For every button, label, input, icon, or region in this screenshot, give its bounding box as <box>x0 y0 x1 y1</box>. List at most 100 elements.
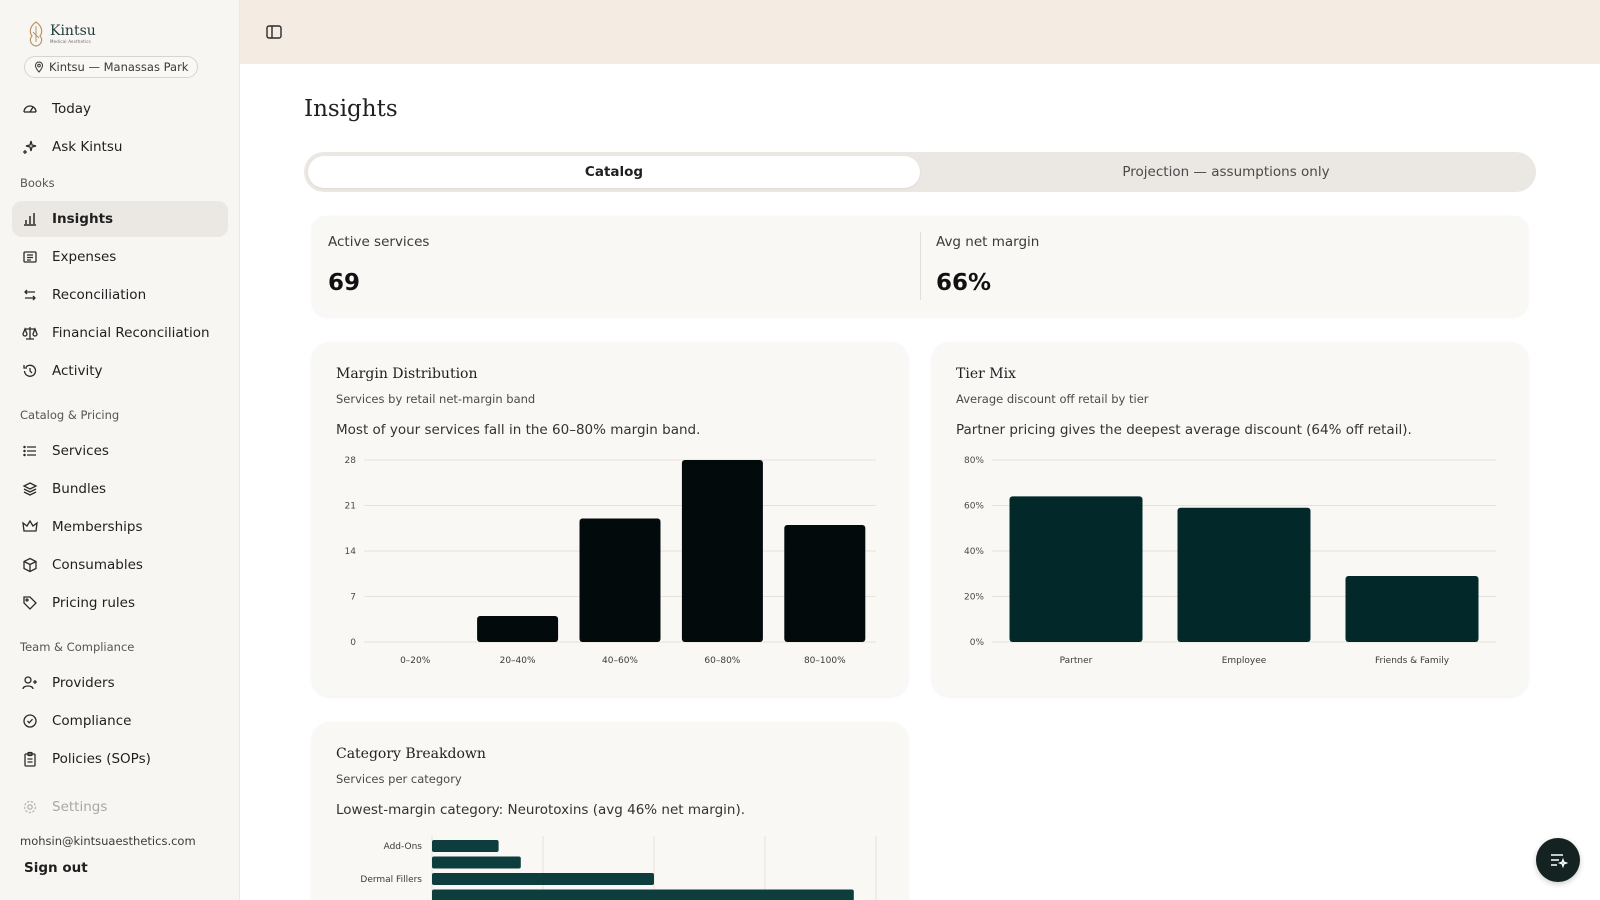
sidebar-item-consumables[interactable]: Consumables <box>12 547 228 583</box>
kpi-divider <box>920 232 921 300</box>
page-title: Insights <box>304 96 398 122</box>
brand-name: Kintsu <box>50 23 96 39</box>
sidebar: Kintsu Medical Aesthetics Kintsu — Manas… <box>0 0 240 900</box>
bar[interactable] <box>681 460 763 642</box>
sidebar-item-today[interactable]: Today <box>12 91 228 127</box>
y-tick-label: 28 <box>345 456 357 466</box>
y-tick-label: 0% <box>970 638 985 648</box>
category-breakdown-card: Category Breakdown Services per category… <box>312 722 908 900</box>
chart-subtitle: Services by retail net-margin band <box>336 392 536 406</box>
tag-icon <box>22 595 38 611</box>
y-tick-label: Dermal Fillers <box>360 875 422 885</box>
y-tick-label: 7 <box>350 593 356 603</box>
sidebar-item-bundles[interactable]: Bundles <box>12 471 228 507</box>
bar-chart-icon <box>22 211 38 227</box>
y-tick-label: 60% <box>964 502 984 512</box>
chart-subtitle: Average discount off retail by tier <box>956 392 1149 406</box>
gear-icon <box>22 799 38 815</box>
chart-title: Tier Mix <box>956 366 1016 382</box>
kpi-label: Active services <box>328 234 430 250</box>
x-tick-label: 80–100% <box>804 656 846 666</box>
tier-mix-card: Tier Mix Average discount off retail by … <box>932 342 1528 696</box>
sidebar-item-ask-kintsu[interactable]: Ask Kintsu <box>12 129 228 165</box>
list-sparkle-icon <box>1551 854 1568 869</box>
sidebar-item-label: Financial Reconciliation <box>52 325 210 341</box>
bar[interactable] <box>432 873 654 885</box>
scale-icon <box>22 325 38 341</box>
tab-projection[interactable]: Projection — assumptions only <box>1122 164 1330 180</box>
sidebar-item-label: Insights <box>52 211 114 227</box>
kpi-value: 66% <box>936 270 992 296</box>
brand-logo[interactable]: Kintsu Medical Aesthetics <box>26 20 96 48</box>
sidebar-item-label: Expenses <box>52 249 117 265</box>
y-tick-label: 40% <box>964 547 984 557</box>
sidebar-item-label: Reconciliation <box>52 287 147 303</box>
sidebar-item-label: Bundles <box>52 481 107 497</box>
sidebar-item-memberships[interactable]: Memberships <box>12 509 228 545</box>
bar[interactable] <box>432 889 854 900</box>
user-email: mohsin@kintsuaesthetics.com <box>20 834 196 848</box>
chart-title: Margin Distribution <box>336 366 478 382</box>
layers-icon <box>22 481 38 497</box>
kpi-summary-card: Active services 69 Avg net margin 66% <box>312 216 1528 316</box>
bar[interactable] <box>1345 576 1479 642</box>
section-label-team-compliance: Team & Compliance <box>20 640 135 654</box>
sidebar-item-pricing-rules[interactable]: Pricing rules <box>12 585 228 621</box>
sidebar-item-insights[interactable]: Insights <box>12 201 228 237</box>
kintsu-logo-icon <box>29 21 43 47</box>
y-tick-label: 20% <box>964 593 984 603</box>
sidebar-item-label: Memberships <box>52 519 143 535</box>
x-tick-label: Employee <box>1222 656 1267 666</box>
chart-insight: Most of your services fall in the 60–80%… <box>336 422 701 438</box>
x-tick-label: Partner <box>1060 656 1093 666</box>
gauge-icon <box>22 101 38 117</box>
sidebar-item-activity[interactable]: Activity <box>12 353 228 389</box>
sidebar-item-services[interactable]: Services <box>12 433 228 469</box>
x-tick-label: 20–40% <box>500 656 536 666</box>
sidebar-item-financial-reconciliation[interactable]: Financial Reconciliation <box>12 315 228 351</box>
sidebar-item-label: Services <box>52 443 109 459</box>
sidebar-item-label: Today <box>52 101 92 117</box>
location-selector[interactable]: Kintsu — Manassas Park <box>24 56 199 78</box>
sidebar-item-label: Compliance <box>52 713 132 729</box>
history-icon <box>22 363 38 379</box>
crown-icon <box>22 519 38 535</box>
sidebar-item-label: Policies (SOPs) <box>52 751 151 767</box>
sidebar-item-compliance[interactable]: Compliance <box>12 703 228 739</box>
y-tick-label: 0 <box>350 638 356 648</box>
sidebar-item-expenses[interactable]: Expenses <box>12 239 228 275</box>
y-tick-label: 14 <box>345 547 357 557</box>
bar[interactable] <box>784 525 866 642</box>
x-tick-label: Friends & Family <box>1375 656 1450 666</box>
y-tick-label: Add-Ons <box>384 842 423 852</box>
brand-tagline: Medical Aesthetics <box>50 39 91 44</box>
margin-distribution-card: Margin Distribution Services by retail n… <box>312 342 908 696</box>
sidebar-item-label: Settings <box>52 799 108 815</box>
tab-catalog[interactable]: Catalog <box>308 156 920 188</box>
clipboard-icon <box>22 751 38 767</box>
sidebar-toggle-button[interactable] <box>264 22 284 42</box>
x-tick-label: 0–20% <box>400 656 431 666</box>
x-tick-label: 60–80% <box>704 656 740 666</box>
category-breakdown-chart: Add-Ons Dermal Fillers <box>360 836 877 900</box>
sidebar-item-settings[interactable]: Settings <box>12 789 228 825</box>
sidebar-item-label: Ask Kintsu <box>52 139 123 155</box>
list-icon <box>22 443 38 459</box>
assistant-fab-button[interactable] <box>1536 838 1580 882</box>
bar[interactable] <box>432 840 499 852</box>
sidebar-item-policies[interactable]: Policies (SOPs) <box>12 741 228 777</box>
tier-mix-chart: 0% 20% 40% 60% 80% Partner Employee Friends & F… <box>964 456 1496 666</box>
bar[interactable] <box>432 856 521 869</box>
sidebar-item-reconciliation[interactable]: Reconciliation <box>12 277 228 313</box>
bar[interactable] <box>1177 507 1311 642</box>
bar[interactable] <box>579 518 661 643</box>
top-bar <box>240 0 1600 64</box>
section-label-books: Books <box>20 176 55 190</box>
receipt-icon <box>22 249 38 265</box>
bar[interactable] <box>1009 496 1143 642</box>
bar[interactable] <box>477 616 559 642</box>
signout-button[interactable]: Sign out <box>24 860 88 876</box>
margin-distribution-chart: 0 7 14 21 28 0–20% 20–40% 40–60% 60–80% 80–100% <box>345 456 876 666</box>
sidebar-item-providers[interactable]: Providers <box>12 665 228 701</box>
map-pin-icon <box>34 61 44 73</box>
